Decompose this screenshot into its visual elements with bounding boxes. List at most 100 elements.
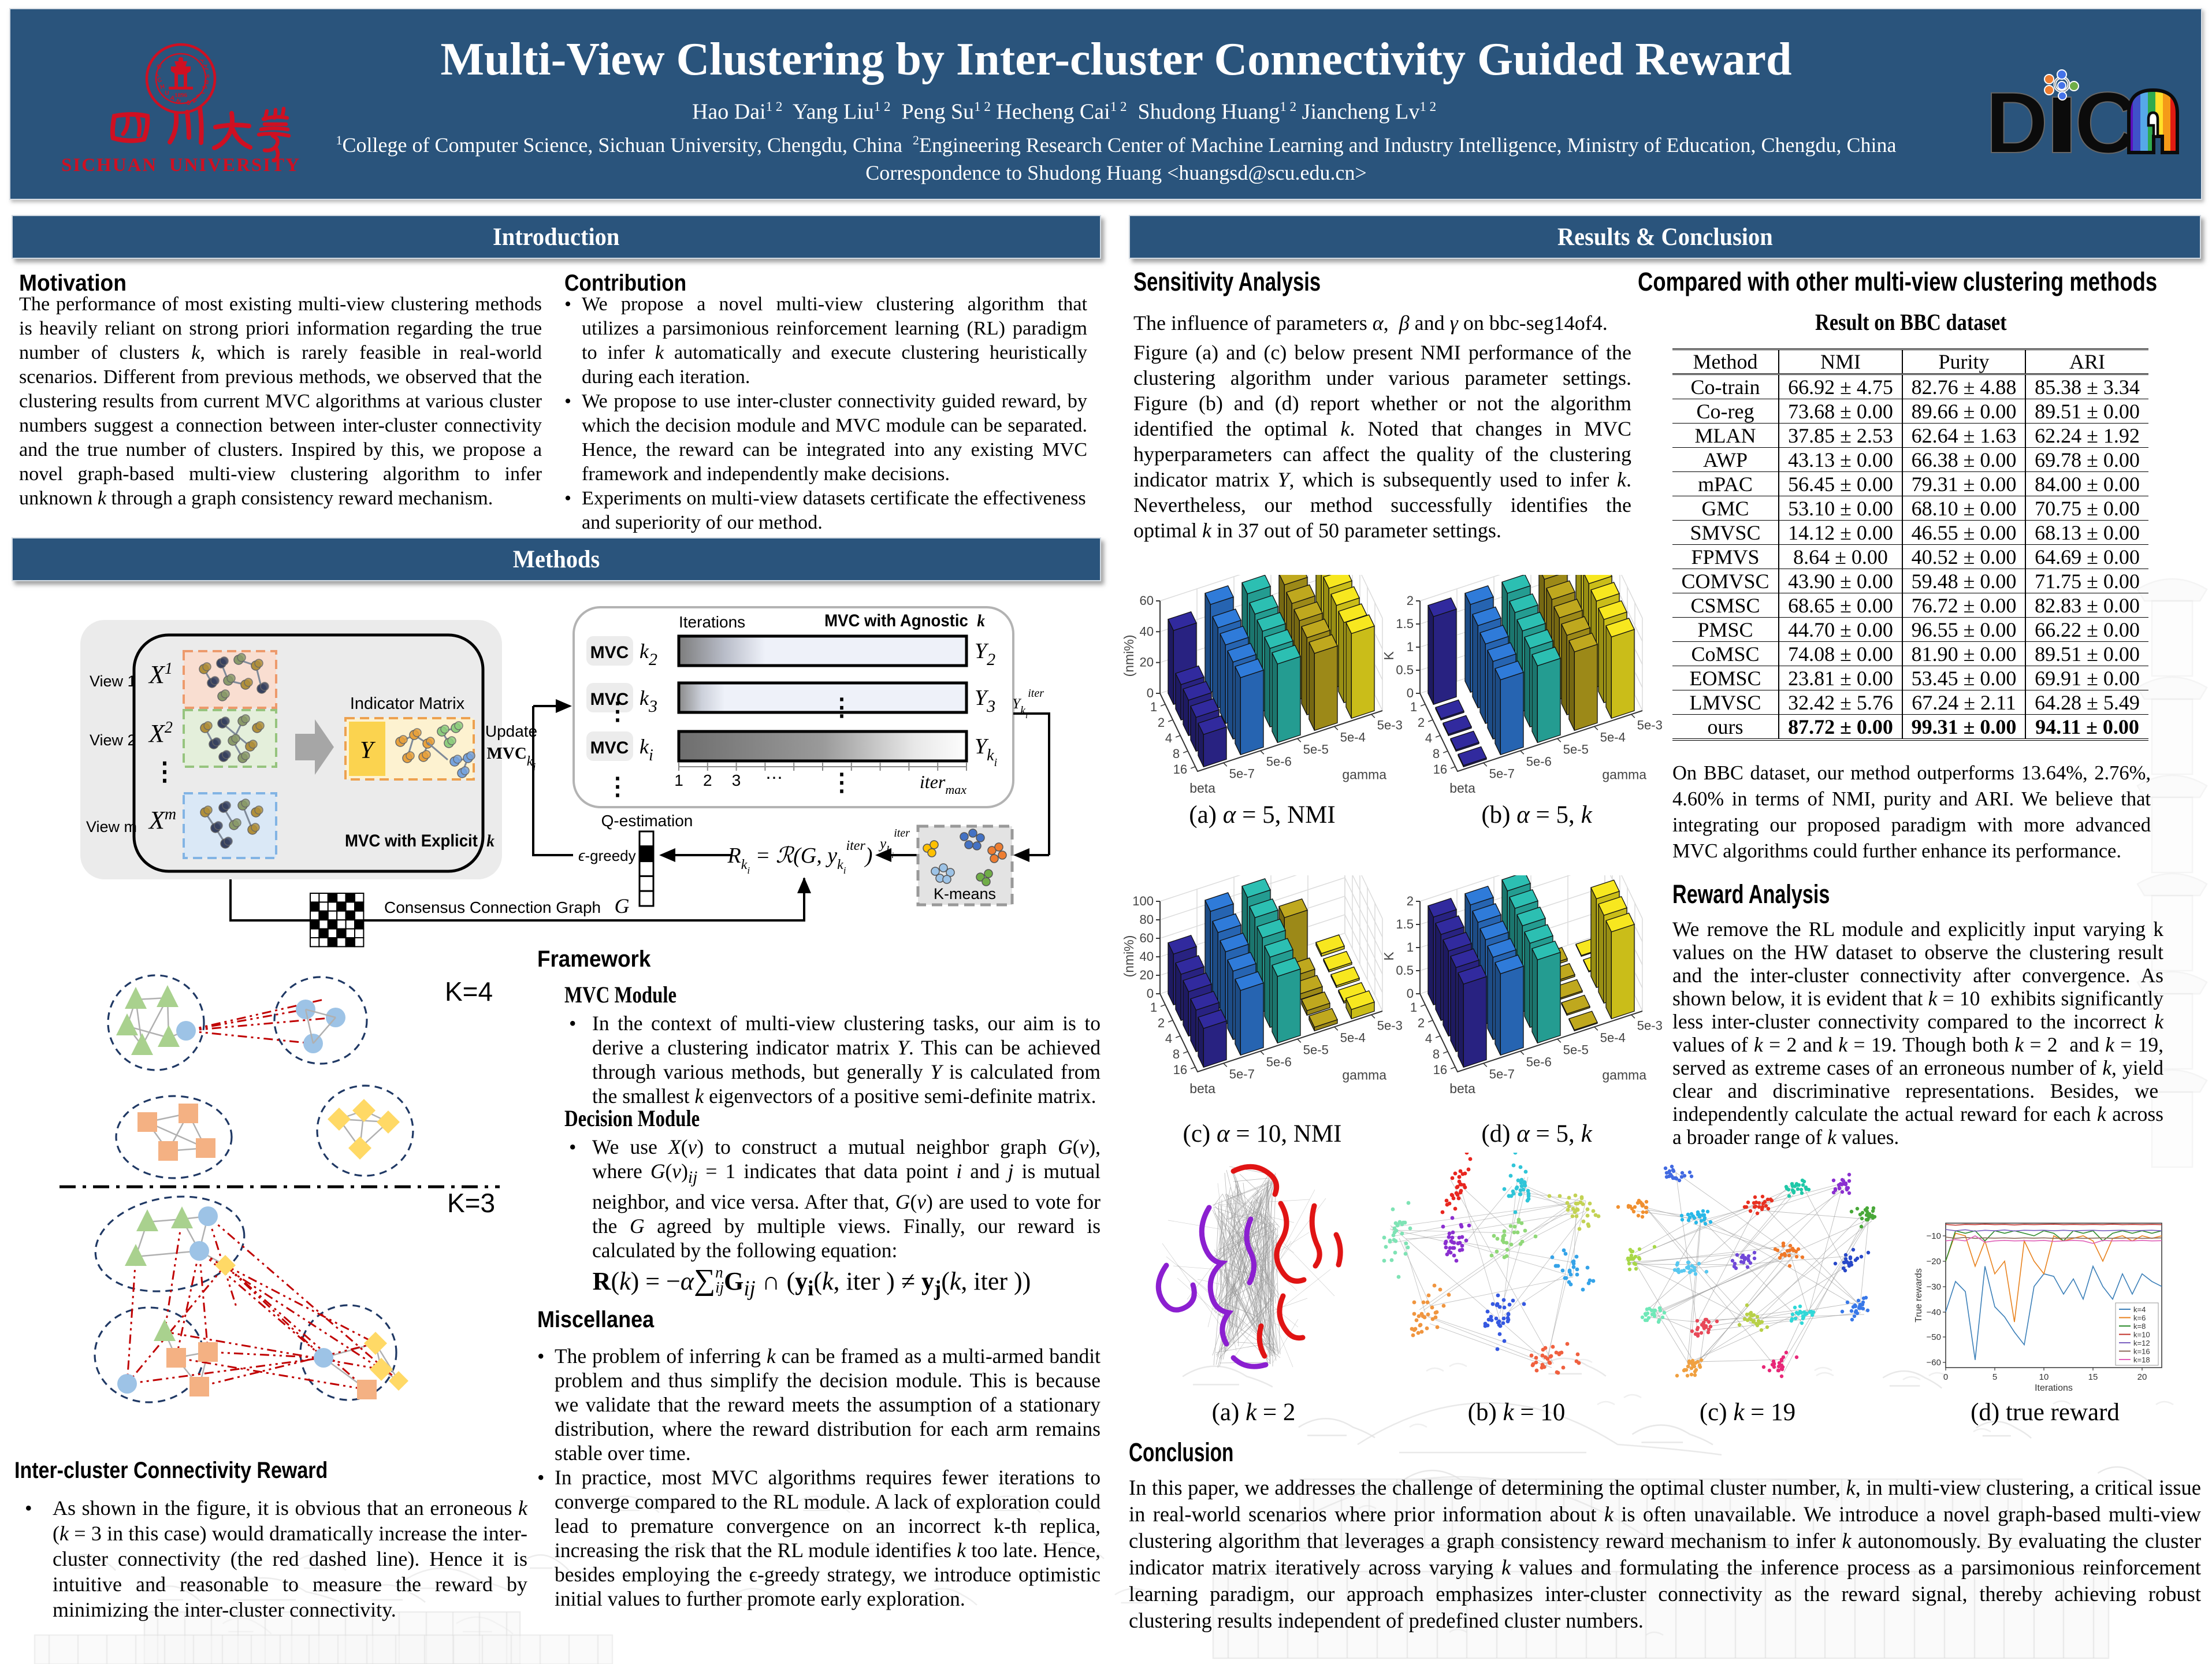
- svg-text:k=16: k=16: [2133, 1347, 2150, 1356]
- svg-text:S: S: [155, 63, 163, 70]
- svg-text:1: 1: [1407, 940, 1414, 954]
- svg-text:8: 8: [1173, 746, 1180, 761]
- svg-text:⋮: ⋮: [152, 757, 177, 786]
- svg-text:Iterations: Iterations: [2035, 1383, 2073, 1392]
- svg-text:4: 4: [1165, 731, 1172, 745]
- svg-text:40: 40: [1140, 624, 1154, 638]
- svg-text:80: 80: [1140, 912, 1154, 927]
- svg-text:⋮: ⋮: [605, 774, 630, 800]
- svg-text:MVC: MVC: [590, 690, 629, 709]
- svg-text:Q-estimation: Q-estimation: [601, 812, 693, 830]
- svg-text:2: 2: [1418, 715, 1425, 730]
- svg-text:5e-5: 5e-5: [1563, 1042, 1589, 1057]
- svg-text:D: D: [1986, 74, 2048, 157]
- svg-text:gamma: gamma: [1602, 1067, 1646, 1082]
- svg-text:100: 100: [1132, 894, 1154, 908]
- svg-text:2: 2: [1158, 715, 1165, 730]
- svg-text:H: H: [159, 83, 165, 91]
- svg-text:gamma: gamma: [1342, 1067, 1386, 1082]
- svg-text:4: 4: [1425, 1031, 1432, 1046]
- svg-text:1896: 1896: [174, 92, 188, 99]
- svg-text:K=4: K=4: [445, 976, 493, 1006]
- svg-text:A: A: [169, 94, 176, 102]
- svg-text:20: 20: [1140, 968, 1154, 982]
- svg-text:⋮: ⋮: [830, 770, 854, 796]
- svg-text:C: C: [2075, 74, 2137, 157]
- svg-text:K-means: K-means: [934, 885, 996, 902]
- svg-text:0.5: 0.5: [1396, 963, 1414, 978]
- svg-text:0: 0: [1407, 686, 1414, 700]
- svg-text:N: N: [190, 96, 198, 105]
- svg-text:k=4: k=4: [2133, 1305, 2146, 1314]
- svg-text:10: 10: [2039, 1372, 2049, 1382]
- svg-text:I: I: [203, 67, 210, 70]
- svg-text:−60: −60: [1927, 1358, 1941, 1368]
- svg-text:U: U: [165, 90, 169, 96]
- svg-text:5e-6: 5e-6: [1526, 754, 1552, 768]
- svg-text:5e-3: 5e-3: [1377, 1018, 1403, 1032]
- svg-text:16: 16: [1433, 1063, 1447, 1077]
- svg-text:20: 20: [2137, 1372, 2147, 1382]
- svg-text:8: 8: [1173, 1047, 1180, 1061]
- svg-text:View 2: View 2: [90, 731, 136, 749]
- svg-text:1.5: 1.5: [1396, 616, 1414, 631]
- svg-text:2: 2: [1418, 1016, 1425, 1030]
- svg-text:5e-7: 5e-7: [1489, 1067, 1515, 1081]
- svg-text:Rki = ℛ(G, ykiiter): Rki = ℛ(G, ykiiter): [727, 838, 873, 876]
- svg-text:1: 1: [1410, 1000, 1417, 1015]
- svg-text:K: K: [1381, 952, 1396, 961]
- svg-text:1: 1: [1150, 700, 1157, 714]
- svg-text:Y: Y: [360, 737, 376, 764]
- svg-text:3: 3: [732, 771, 741, 789]
- svg-text:4: 4: [1165, 1031, 1172, 1046]
- svg-text:I: I: [155, 72, 160, 79]
- svg-text:16: 16: [1173, 762, 1187, 777]
- svg-text:k=10: k=10: [2133, 1331, 2150, 1339]
- svg-text:2: 2: [1407, 593, 1414, 608]
- svg-text:5e-6: 5e-6: [1266, 1054, 1292, 1069]
- svg-text:K=3: K=3: [447, 1188, 495, 1218]
- svg-text:Iterations: Iterations: [679, 613, 745, 631]
- svg-text:8: 8: [1433, 746, 1440, 761]
- svg-text:True rewards: True rewards: [1914, 1268, 1924, 1323]
- svg-text:5e-6: 5e-6: [1526, 1054, 1552, 1069]
- svg-text:gamma: gamma: [1342, 767, 1386, 782]
- svg-text:N: N: [175, 98, 182, 106]
- svg-text:5e-4: 5e-4: [1340, 730, 1366, 744]
- svg-text:5e-7: 5e-7: [1229, 1067, 1255, 1081]
- svg-text:60: 60: [1140, 593, 1154, 608]
- svg-text:40: 40: [1140, 949, 1154, 964]
- svg-text:k=8: k=8: [2133, 1322, 2146, 1331]
- svg-text:beta: beta: [1189, 1081, 1215, 1096]
- svg-text:0.5: 0.5: [1396, 663, 1414, 677]
- svg-text:5e-5: 5e-5: [1303, 742, 1329, 756]
- svg-text:16: 16: [1173, 1063, 1187, 1077]
- svg-text:k=6: k=6: [2133, 1314, 2146, 1323]
- svg-text:T: T: [200, 62, 209, 68]
- svg-text:X2: X2: [148, 719, 173, 748]
- svg-text:15: 15: [2088, 1372, 2098, 1382]
- svg-text:MVC with Explicit k: MVC with Explicit k: [345, 831, 495, 850]
- svg-text:8: 8: [1433, 1047, 1440, 1061]
- svg-text:1: 1: [1150, 1000, 1157, 1015]
- svg-text:0: 0: [1407, 986, 1414, 1001]
- svg-text:0: 0: [1147, 686, 1154, 700]
- svg-text:Update: Update: [485, 722, 537, 740]
- svg-text:−40: −40: [1927, 1308, 1941, 1317]
- svg-text:⋯: ⋯: [765, 768, 783, 788]
- svg-text:5e-3: 5e-3: [1637, 1018, 1663, 1032]
- svg-text:5: 5: [1992, 1372, 1997, 1382]
- svg-text:I: I: [194, 93, 201, 98]
- svg-text:beta: beta: [1189, 781, 1215, 796]
- svg-text:16: 16: [1433, 762, 1447, 777]
- svg-text:MVC with Agnostic k: MVC with Agnostic k: [824, 611, 985, 630]
- svg-text:5e-5: 5e-5: [1303, 1042, 1329, 1057]
- svg-text:k=12: k=12: [2133, 1339, 2150, 1347]
- svg-text:View m: View m: [86, 818, 137, 835]
- svg-text:(nmi%): (nmi%): [1121, 635, 1136, 677]
- svg-text:⋮: ⋮: [830, 694, 854, 721]
- svg-text:Ykiiter: Ykiiter: [1012, 687, 1044, 720]
- svg-text:(nmi%): (nmi%): [1121, 935, 1136, 978]
- svg-text:20: 20: [1140, 655, 1154, 670]
- svg-text:2: 2: [1158, 1016, 1165, 1030]
